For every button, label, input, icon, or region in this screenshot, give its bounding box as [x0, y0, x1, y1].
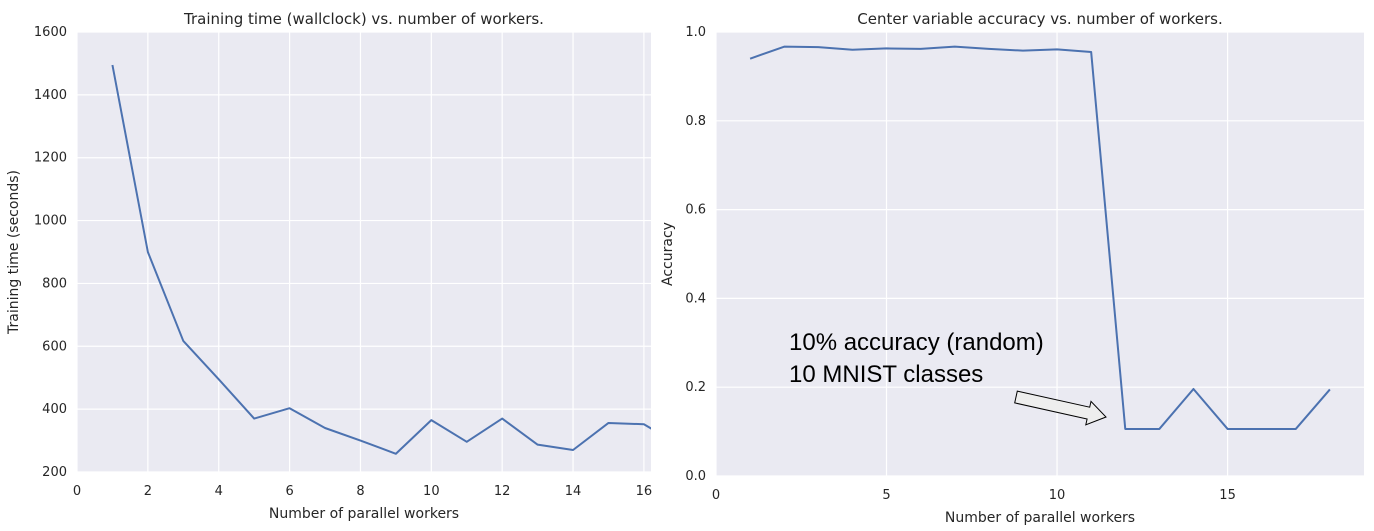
chart2-y-tick-label: 0.4 [685, 291, 706, 306]
chart2-y-tick-label: 0.6 [685, 203, 706, 218]
chart1-x-tick-label: 8 [356, 484, 364, 499]
chart2-annotation-text: 10 MNIST classes [789, 361, 983, 388]
chart2-y-tick-label: 1.0 [685, 25, 706, 40]
chart2-annotation-arrow [1014, 390, 1107, 426]
chart1-group: 0 2 4 6 8 10 12 14 16 200 400 600 800 1000 1200 1400 160… [6, 10, 653, 522]
chart2-y-tick-label: 0.2 [685, 380, 706, 395]
chart2-plot-area [716, 32, 1364, 476]
chart2-x-tick-label: 15 [1219, 488, 1236, 503]
chart1-y-tick-label: 400 [42, 402, 67, 417]
chart1-x-axis-label: Number of parallel workers [269, 506, 459, 522]
chart1-y-tick-label: 1400 [34, 88, 67, 103]
chart1-x-tick-label: 16 [636, 484, 653, 499]
chart1-x-tick-label: 6 [285, 484, 293, 499]
chart1-y-tick-label: 800 [42, 276, 67, 291]
chart1-series-line [111, 64, 651, 455]
chart2-y-axis-label: Accuracy [660, 222, 676, 286]
chart2-title: Center variable accuracy vs. number of w… [857, 10, 1223, 28]
chart1-y-tick-label: 1000 [34, 214, 67, 229]
chart2-x-tick-label: 10 [1049, 488, 1066, 503]
chart2-x-tick-label: 0 [712, 488, 720, 503]
chart2-y-tick-label: 0.0 [685, 469, 706, 484]
chart1-title: Training time (wallclock) vs. number of … [183, 10, 544, 28]
chart1-x-tick-label: 14 [565, 484, 582, 499]
chart1-x-tick-label: 2 [144, 484, 152, 499]
chart1-plot-area [77, 32, 651, 472]
chart2-y-tick-label: 0.8 [685, 114, 706, 129]
chart1-y-tick-label: 200 [42, 465, 67, 480]
chart1-x-tick-label: 4 [215, 484, 223, 499]
chart1-y-tick-label: 1200 [34, 151, 67, 166]
chart2-group: 0 5 10 15 0.0 0.2 0.4 0.6 0.8 1.0 Center variable … [660, 10, 1364, 526]
chart1-x-tick-label: 0 [73, 484, 81, 499]
chart1-y-tick-label: 600 [42, 339, 67, 354]
chart1-y-tick-label: 1600 [34, 25, 67, 40]
chart2-series-line [749, 45, 1331, 430]
chart2-annotation-text: 10% accuracy (random) [789, 329, 1044, 356]
chart1-x-tick-label: 12 [494, 484, 511, 499]
chart1-x-tick-label: 10 [423, 484, 440, 499]
chart2-x-axis-label: Number of parallel workers [945, 510, 1135, 526]
chart2-x-tick-label: 5 [882, 488, 890, 503]
chart1-y-axis-label: Training time (seconds) [6, 170, 22, 335]
